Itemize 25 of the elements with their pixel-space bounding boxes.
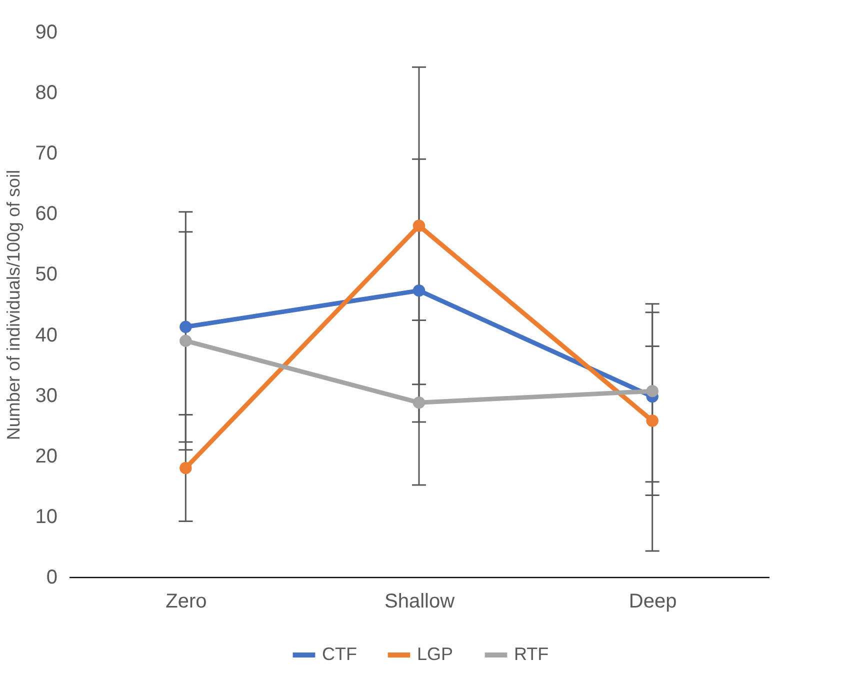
legend-label: CTF [322,644,357,664]
point [646,414,658,427]
point [180,462,192,474]
point [180,334,192,347]
x-tick-label: Deep [628,590,677,612]
y-tick-label: 0 [46,566,58,588]
y-tick-label: 30 [35,384,58,407]
y-tick-label: 80 [35,82,58,104]
point [412,396,426,409]
legend-label: RTF [514,644,549,664]
y-axis-title: Number of individuals/100g of soil [3,170,24,440]
point [412,220,426,232]
y-tick-label: 40 [35,324,58,346]
y-tick-label: 70 [35,142,58,165]
point [646,384,658,398]
y-tick-label: 50 [35,264,58,286]
point [412,284,426,297]
y-tick-label: 20 [35,445,58,468]
y-tick-label: 10 [35,506,58,528]
y-tick-label: 60 [35,203,58,226]
point [180,320,192,334]
legend-label: LGP [417,644,454,664]
x-tick-label: Zero [166,590,207,612]
x-tick-label: Shallow [384,590,456,612]
y-tick-label: 90 [35,22,58,44]
